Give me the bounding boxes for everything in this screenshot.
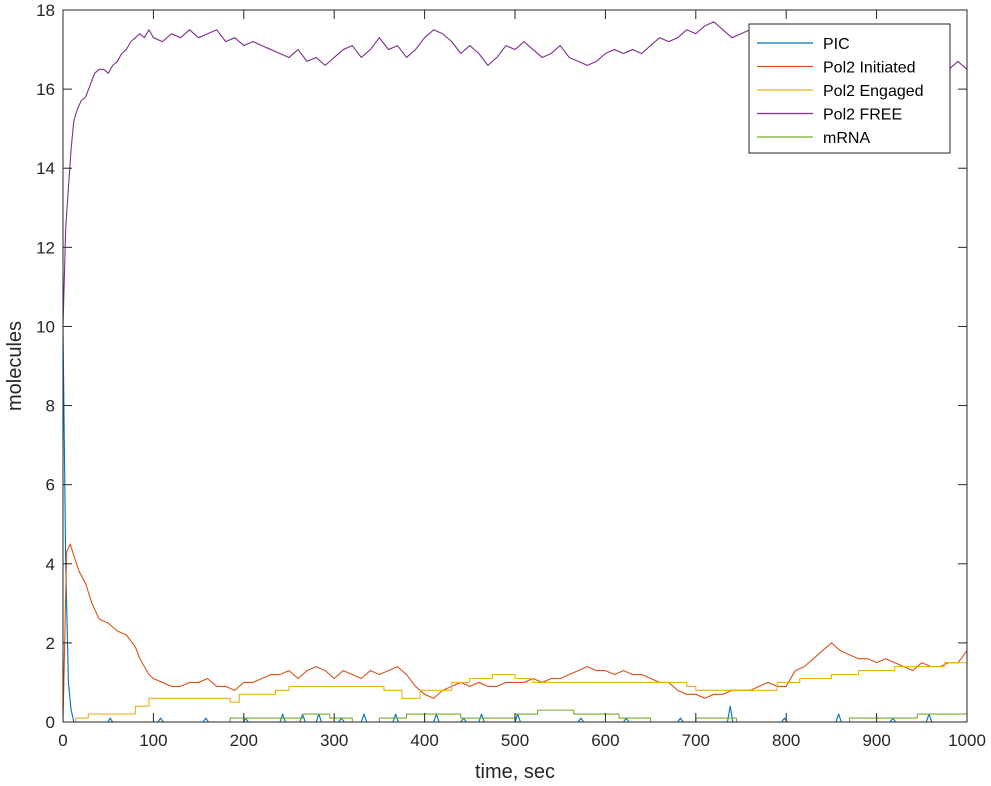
- x-axis-label: time, sec: [475, 761, 555, 783]
- y-axis-ticks: 0 2 4 6 8 10 12 14 16 18: [36, 1, 967, 732]
- x-tick-label: 200: [230, 731, 258, 750]
- y-tick-label: 8: [46, 397, 55, 416]
- x-tick-label: 1000: [948, 731, 986, 750]
- x-tick-label: 600: [591, 731, 619, 750]
- legend-label: PIC: [823, 36, 850, 53]
- series-line-pol2-engaged: [63, 662, 967, 722]
- x-axis-ticks: 0 100 200 300 400 500 600 700 800 900 1000: [58, 10, 986, 750]
- x-tick-label: 400: [410, 731, 438, 750]
- series-line-pic: [63, 326, 967, 722]
- x-tick-label: 100: [139, 731, 167, 750]
- x-tick-label: 300: [320, 731, 348, 750]
- series-layer: [63, 21, 967, 722]
- y-tick-label: 0: [46, 713, 55, 732]
- legend-box: [748, 23, 951, 154]
- x-tick-label: 800: [772, 731, 800, 750]
- y-tick-label: 4: [46, 555, 55, 574]
- x-tick-label: 0: [58, 731, 67, 750]
- x-tick-label: 500: [501, 731, 529, 750]
- legend-label: Pol2 Initiated: [823, 60, 916, 77]
- y-tick-label: 12: [36, 238, 55, 257]
- legend-label: Pol2 Engaged: [823, 83, 924, 100]
- x-tick-label: 900: [862, 731, 890, 750]
- series-line-pol2-initiated: [63, 543, 967, 722]
- legend-label: mRNA: [823, 130, 870, 147]
- y-tick-label: 6: [46, 476, 55, 495]
- y-tick-label: 2: [46, 634, 55, 653]
- x-tick-label: 700: [682, 731, 710, 750]
- y-axis-label: molecules: [4, 321, 26, 411]
- y-tick-label: 16: [36, 80, 55, 99]
- y-tick-label: 10: [36, 317, 55, 336]
- legend: PIC Pol2 Initiated Pol2 Engaged Pol2 FREE mR…: [748, 23, 951, 154]
- y-tick-label: 18: [36, 1, 55, 20]
- y-tick-label: 14: [36, 159, 55, 178]
- legend-label: Pol2 FREE: [823, 107, 902, 124]
